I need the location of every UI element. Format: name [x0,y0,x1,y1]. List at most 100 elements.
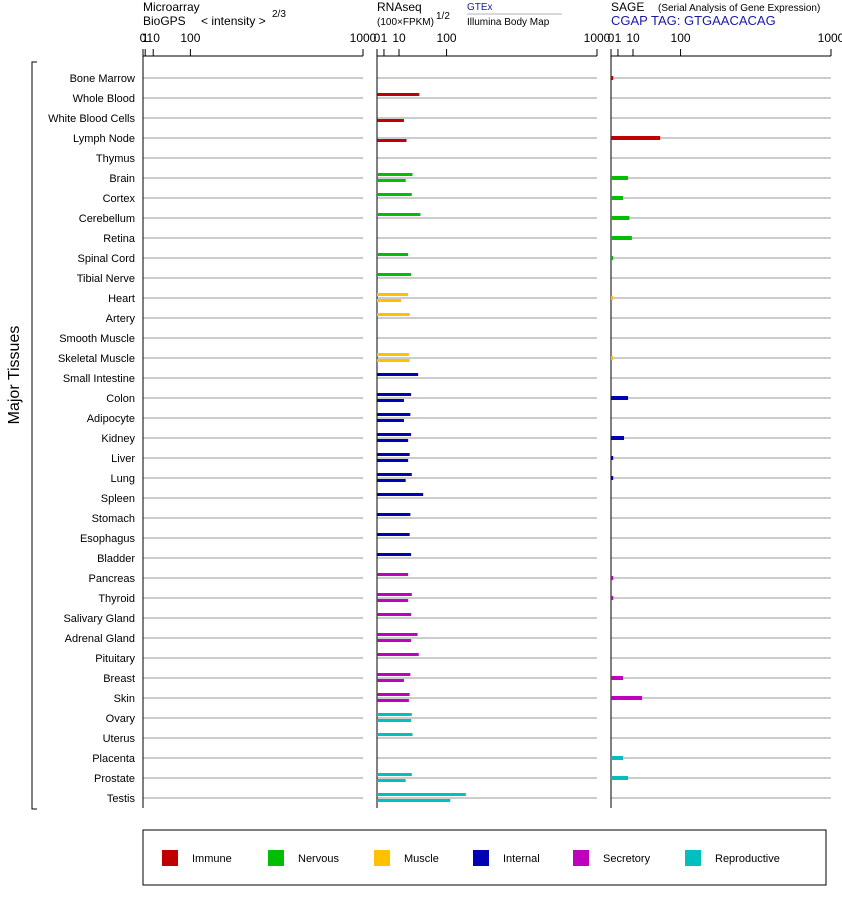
bar-rnaseq [377,413,411,416]
bar-rnaseq [377,359,410,362]
bar-sage [611,356,614,360]
tissue-label: Retina [103,233,136,245]
bar-rnaseq [377,779,406,782]
tissue-label: Spleen [101,493,135,505]
tissue-label: Lung [111,473,135,485]
legend-label: Muscle [404,853,439,865]
bar-sage [611,176,629,180]
bar-sage [611,756,624,760]
y-axis-label: Major Tissues [6,326,23,425]
bar-rnaseq [377,273,412,276]
bar-rnaseq [377,473,412,476]
bar-rnaseq [377,719,412,722]
bar-rnaseq [377,119,404,122]
bar-rnaseq [377,399,404,402]
legend-swatch [473,850,489,866]
bar-rnaseq [377,93,420,96]
tissue-label: Adipocyte [87,413,135,425]
legend-swatch [374,850,390,866]
tissue-label: Small Intestine [63,373,135,385]
tick-label: 10 [147,31,161,45]
legend-label: Secretory [603,853,651,865]
tissue-label: Smooth Muscle [59,333,135,345]
legend-label: Internal [503,853,540,865]
tick-label: 1 [142,31,149,45]
sage-subtitle: (Serial Analysis of Gene Expression) [658,3,820,14]
rnaseq-title: RNAseq [377,0,422,14]
bar-sage [611,476,614,480]
bar-rnaseq [377,633,418,636]
tick-label: 1000 [818,31,842,45]
tick-label: 1 [615,31,622,45]
bar-sage [611,136,661,140]
bar-rnaseq [377,433,412,436]
bar-rnaseq [377,599,409,602]
bar-rnaseq [377,679,404,682]
tick-label: 1000 [584,31,611,45]
bar-rnaseq [377,533,410,536]
bar-sage [611,396,629,400]
bar-rnaseq [377,459,409,462]
rnaseq-exponent: 1/2 [436,11,450,22]
tick-label: 100 [437,31,457,45]
bar-sage [611,576,614,580]
bar-sage [611,236,632,240]
legend-swatch [162,850,178,866]
tissue-label: Cortex [103,193,136,205]
tissue-label: Uterus [103,733,136,745]
bar-rnaseq [377,513,411,516]
sage-title: SAGE [611,0,644,14]
bar-rnaseq [377,639,412,642]
tick-label: 10 [392,31,406,45]
bar-sage [611,196,624,200]
tissue-label: Skin [114,693,135,705]
bar-rnaseq [377,139,407,142]
tissue-label: White Blood Cells [48,113,135,125]
microarray-scale-label: < intensity > [201,14,266,28]
gtex-link[interactable]: GTEx [467,2,493,13]
bar-rnaseq [377,653,419,656]
bar-rnaseq [377,439,409,442]
tissue-label: Thyroid [98,593,135,605]
bar-rnaseq [377,793,466,796]
bar-sage [611,296,614,300]
sage-tag-link[interactable]: CGAP TAG: GTGAACACAG [611,13,776,28]
rnaseq-subtitle: (100×FPKM) [377,17,434,28]
microarray-subtitle: BioGPS [143,14,186,28]
bar-rnaseq [377,193,412,196]
bar-rnaseq [377,419,404,422]
tissue-label: Thymus [96,153,136,165]
tissue-label: Pancreas [89,573,136,585]
grid-layer [143,77,831,799]
legend-label: Nervous [298,853,339,865]
microarray-title: Microarray [143,0,200,14]
legend-label: Immune [192,853,232,865]
tissue-label: Ovary [106,713,136,725]
tissue-label: Pituitary [95,653,135,665]
tick-label: 0 [140,31,147,45]
bar-rnaseq [377,733,413,736]
bar-rnaseq [377,479,406,482]
tick-label: 1000 [350,31,377,45]
bar-sage [611,776,629,780]
bar-sage [611,676,624,680]
tissue-label: Kidney [101,433,135,445]
tissue-label: Lymph Node [73,133,135,145]
bar-sage [611,256,614,260]
bar-rnaseq [377,593,412,596]
tissue-label: Breast [103,673,135,685]
bar-rnaseq [377,453,410,456]
tissue-label: Skeletal Muscle [58,353,135,365]
bar-sage [611,216,630,220]
y-axis-bracket [31,61,37,810]
bar-sage [611,456,614,460]
bar-sage [611,596,614,600]
tissue-label: Placenta [92,753,136,765]
tissue-label: Brain [109,173,135,185]
tick-label: 0 [608,31,615,45]
tissue-label: Tibial Nerve [77,273,135,285]
microarray-exponent: 2/3 [272,9,286,20]
legend-swatch [573,850,589,866]
bar-rnaseq [377,393,412,396]
